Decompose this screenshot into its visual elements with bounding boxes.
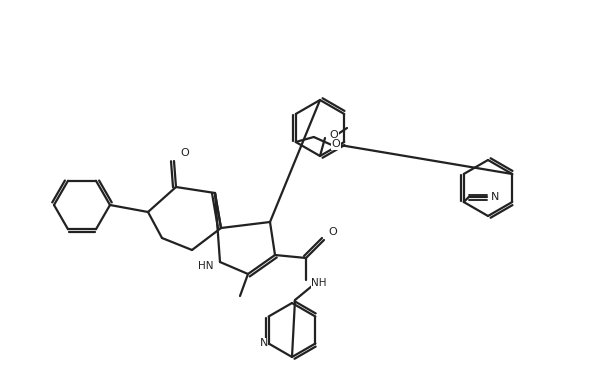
Text: N: N (260, 339, 268, 349)
Text: O: O (181, 148, 189, 158)
Text: NH: NH (311, 278, 327, 288)
Text: O: O (330, 130, 338, 140)
Text: O: O (332, 139, 340, 149)
Text: O: O (329, 227, 338, 237)
Text: HN: HN (198, 261, 214, 271)
Text: N: N (491, 192, 499, 202)
